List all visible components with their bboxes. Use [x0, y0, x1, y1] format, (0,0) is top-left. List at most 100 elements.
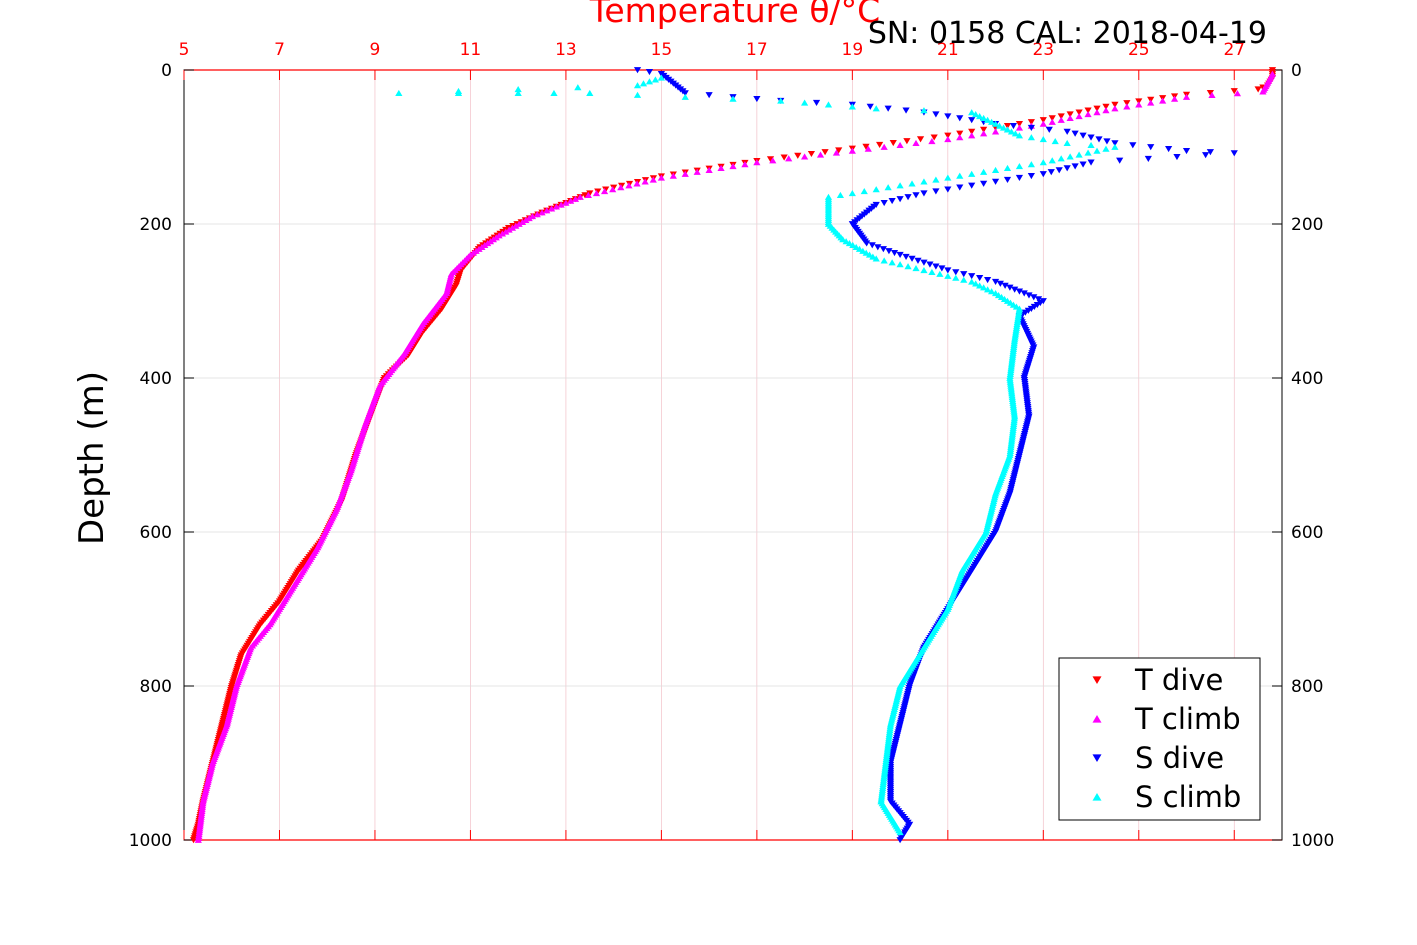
legend-box: [1058, 657, 1261, 821]
marker-t-climb: [741, 161, 749, 168]
marker-t-climb: [832, 149, 841, 156]
marker-s-climb: [1027, 161, 1035, 168]
y-tick-label-left: 0: [161, 61, 172, 81]
marker-s-dive: [1116, 157, 1124, 164]
marker-t-climb: [729, 163, 737, 170]
marker-s-dive: [1095, 136, 1103, 143]
marker-t-climb: [194, 836, 202, 843]
marker-s-dive: [874, 244, 882, 251]
y-tick-label-right: 0: [1291, 61, 1302, 81]
marker-s-dive: [938, 265, 946, 272]
serial-calibration-label: SN: 0158 CAL: 2018-04-19: [868, 16, 1267, 51]
marker-s-climb: [1102, 145, 1110, 152]
marker-s-dive: [984, 276, 992, 284]
marker-s-climb: [896, 182, 904, 189]
marker-t-dive: [980, 126, 988, 133]
marker-s-dive: [926, 261, 934, 268]
marker-s-dive: [1182, 147, 1191, 155]
marker-t-dive: [1206, 89, 1214, 97]
marker-s-dive: [1144, 155, 1152, 162]
marker-t-dive: [594, 188, 602, 195]
marker-t-climb: [769, 157, 777, 164]
marker-s-dive: [912, 192, 920, 199]
x-tick-label: 23: [1032, 40, 1054, 60]
marker-s-climb: [976, 112, 984, 120]
y-tick-label-left: 1000: [129, 831, 172, 851]
marker-t-dive: [1111, 101, 1119, 108]
marker-s-dive: [944, 267, 952, 274]
marker-t-climb: [968, 132, 976, 139]
marker-s-climb: [1066, 153, 1074, 160]
marker-t-climb: [944, 136, 952, 143]
x-tick-label: 17: [746, 40, 768, 60]
marker-s-climb: [514, 89, 522, 96]
marker-s-climb: [1111, 143, 1119, 150]
marker-t-climb: [956, 134, 964, 141]
marker-t-climb: [753, 159, 761, 166]
marker-t-climb: [717, 164, 725, 172]
marker-t-dive: [1254, 86, 1262, 93]
marker-t-climb: [649, 176, 657, 183]
marker-s-dive: [812, 99, 821, 106]
marker-s-dive: [1147, 144, 1155, 151]
marker-t-dive: [586, 190, 594, 197]
marker-s-dive: [920, 190, 928, 197]
marker-s-climb: [1084, 149, 1092, 156]
marker-s-climb: [550, 89, 558, 96]
x-tick-label: 21: [937, 40, 959, 60]
marker-t-dive: [1093, 105, 1101, 112]
marker-s-dive: [1024, 307, 1032, 314]
marker-t-climb: [1208, 91, 1216, 99]
marker-s-climb: [928, 268, 936, 276]
marker-t-climb: [552, 203, 560, 210]
chart-title: Temperature θ/°C: [589, 0, 880, 30]
marker-t-dive: [944, 132, 952, 139]
marker-s-dive: [980, 180, 988, 187]
marker-t-climb: [617, 184, 625, 191]
marker-s-dive: [1202, 152, 1210, 159]
x-tick-label: 13: [555, 40, 577, 60]
marker-s-dive: [1009, 122, 1018, 130]
x-tick-label: 27: [1223, 40, 1245, 60]
marker-t-climb: [657, 174, 665, 181]
marker-s-climb: [888, 259, 896, 266]
marker-t-dive: [1230, 88, 1238, 95]
marker-t-climb: [928, 137, 936, 145]
marker-s-dive: [681, 90, 689, 97]
y-tick-label-right: 600: [1291, 523, 1323, 543]
marker-s-dive: [1033, 301, 1041, 309]
marker-t-dive: [1003, 122, 1012, 130]
marker-t-climb: [547, 205, 556, 212]
marker-t-climb: [693, 168, 701, 175]
marker-s-climb: [1011, 130, 1020, 137]
marker-t-climb: [705, 166, 713, 173]
marker-s-climb: [848, 103, 856, 110]
marker-s-climb: [1027, 134, 1035, 141]
marker-s-dive: [880, 199, 888, 207]
marker-t-dive: [807, 150, 816, 158]
marker-s-climb: [912, 265, 920, 272]
marker-s-dive: [890, 249, 899, 257]
marker-s-climb: [984, 286, 992, 293]
marker-t-climb: [1259, 88, 1267, 95]
marker-t-climb: [600, 188, 609, 195]
marker-t-climb: [1182, 93, 1191, 100]
marker-s-dive: [914, 257, 922, 264]
marker-t-climb: [980, 130, 988, 137]
legend-label: S dive: [1135, 741, 1224, 775]
marker-t-dive: [835, 147, 843, 154]
marker-s-climb: [987, 288, 996, 295]
marker-s-climb: [824, 101, 833, 108]
marker-s-climb: [1007, 128, 1016, 135]
marker-t-climb: [562, 199, 570, 206]
marker-s-dive: [960, 271, 968, 278]
y-tick-label-right: 800: [1291, 677, 1323, 697]
marker-t-dive: [1102, 103, 1110, 110]
marker-t-climb: [1135, 101, 1143, 108]
marker-s-dive: [932, 263, 940, 270]
marker-t-climb: [538, 209, 546, 216]
marker-s-climb: [991, 120, 1000, 127]
marker-s-dive: [956, 115, 964, 122]
marker-s-climb: [952, 274, 960, 281]
marker-s-dive: [866, 103, 874, 110]
